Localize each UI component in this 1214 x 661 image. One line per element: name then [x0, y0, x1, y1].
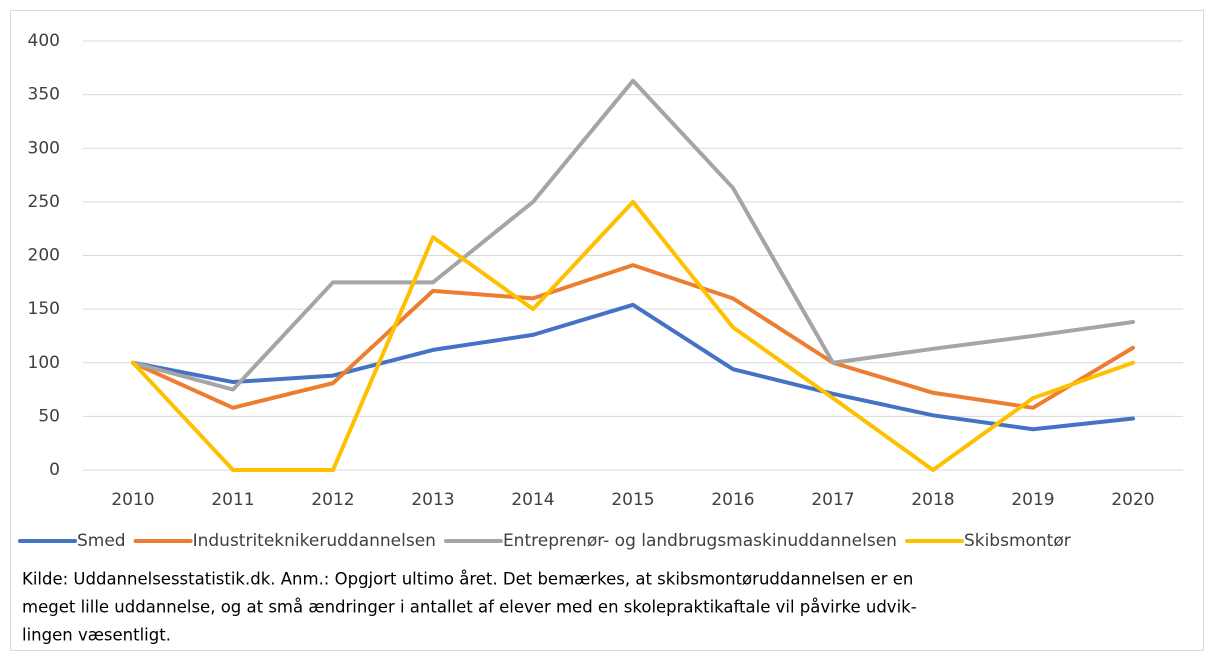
note: meget lille uddannelse, og at små ændrin… [22, 598, 917, 617]
series-line [131, 302, 1135, 432]
y-tick-label: 100 [28, 353, 60, 373]
x-tick-label: 2016 [711, 490, 754, 510]
note: Kilde: Uddannelsesstatistik.dk. Anm.: Op… [22, 570, 913, 589]
series-line [131, 263, 1135, 410]
x-tick-label: 2018 [911, 490, 954, 510]
x-tick-label: 2014 [511, 490, 554, 510]
legend-label: Smed [77, 531, 126, 551]
y-tick-label: 150 [28, 299, 60, 319]
legend-label: Entreprenør- og landbrugsmaskinuddannels… [503, 531, 897, 551]
x-tick-label: 2013 [411, 490, 454, 510]
chart-frame [10, 10, 1204, 651]
y-tick-label: 400 [28, 31, 60, 51]
x-tick-label: 2019 [1011, 490, 1054, 510]
series-line [131, 199, 1135, 472]
y-tick-label: 50 [38, 406, 60, 426]
x-tick-label: 2010 [111, 490, 154, 510]
y-tick-label: 250 [28, 192, 60, 212]
y-tick-label: 200 [28, 246, 60, 266]
legend-label: Skibsmontør [964, 531, 1071, 551]
legend-label: Industriteknikeruddannelsen [193, 531, 436, 551]
x-tick-label: 2011 [211, 490, 254, 510]
x-tick-label: 2015 [611, 490, 654, 510]
x-tick-label: 2012 [311, 490, 354, 510]
series-line [131, 78, 1135, 392]
x-tick-label: 2017 [811, 490, 854, 510]
y-tick-label: 0 [49, 460, 60, 480]
y-tick-label: 350 [28, 85, 60, 105]
x-tick-label: 2020 [1111, 490, 1154, 510]
note: lingen væsentligt. [22, 626, 171, 645]
y-tick-label: 300 [28, 138, 60, 158]
